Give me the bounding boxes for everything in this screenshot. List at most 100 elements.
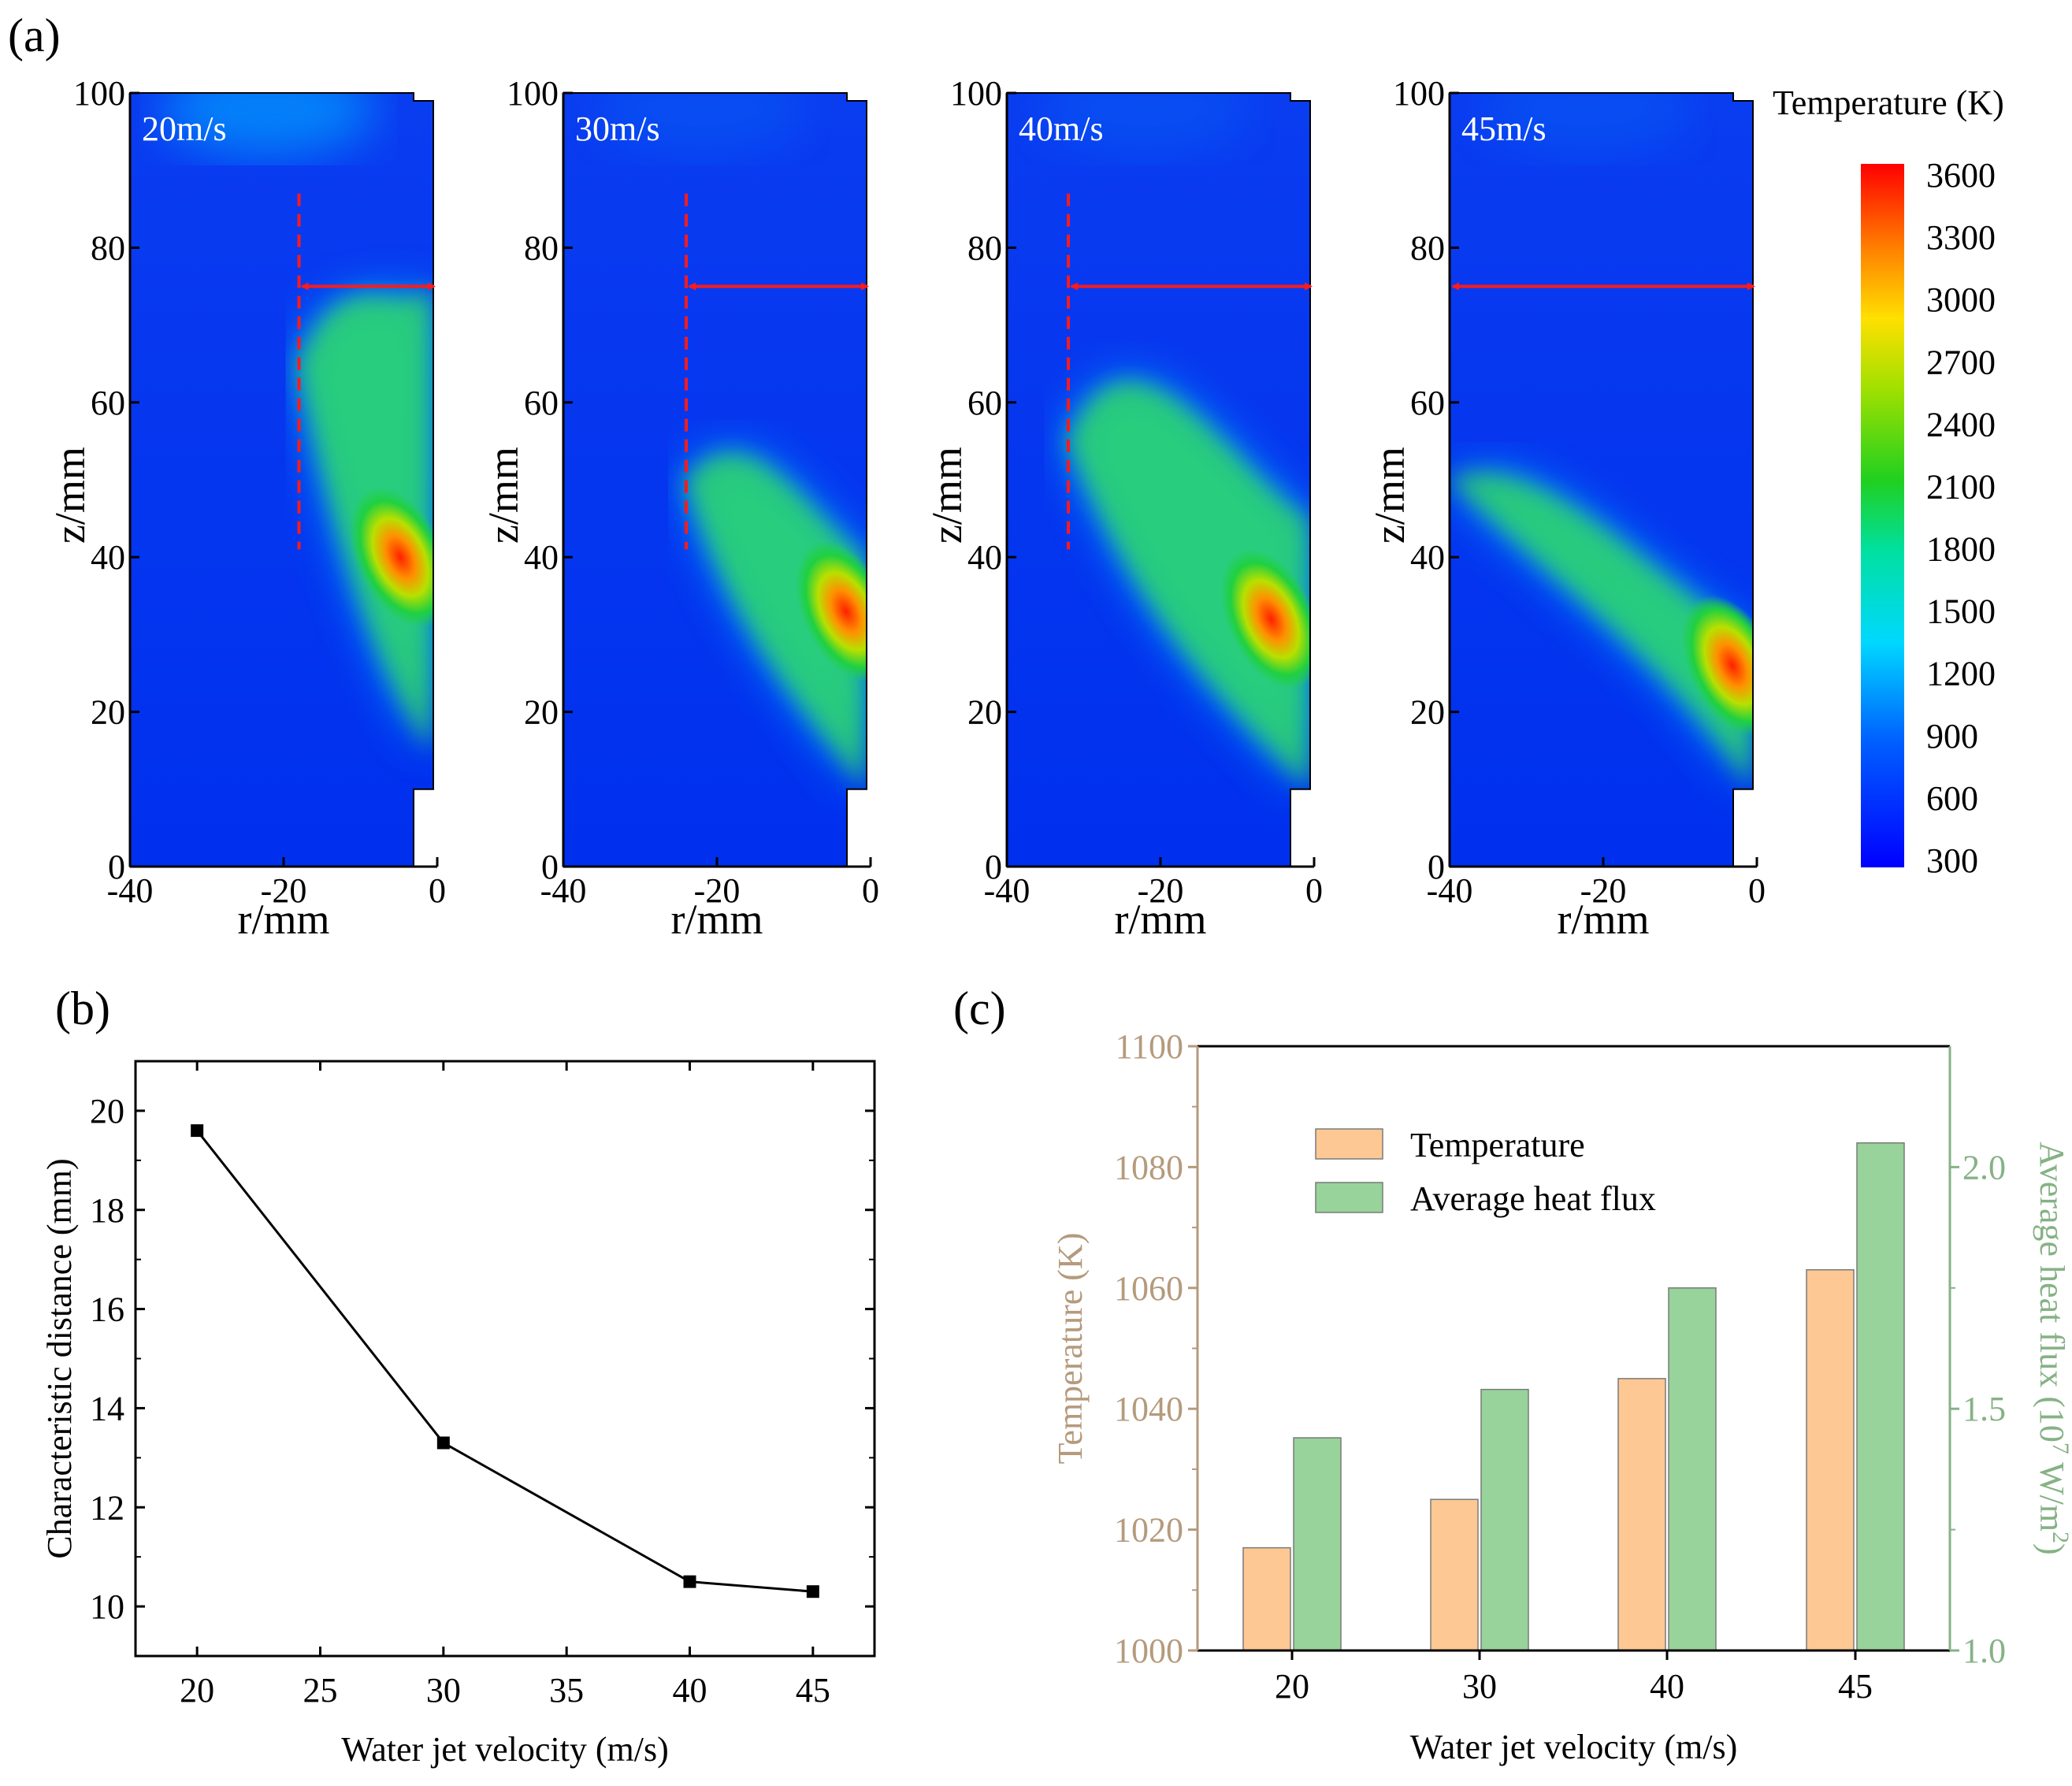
colorbar-tick-label: 300 bbox=[1926, 841, 1978, 880]
velocity-label: 30m/s bbox=[575, 110, 660, 148]
chart-b-xlabel: Water jet velocity (m/s) bbox=[341, 1730, 669, 1769]
colorbar: Temperature (K) 3600 3300 3000 2700 2400 2100… bbox=[1773, 84, 2004, 880]
chart-c-right-tick: 1.0 bbox=[1962, 1632, 2006, 1670]
r-axis-label: r/mm bbox=[1558, 896, 1650, 943]
chart-b-point bbox=[683, 1575, 696, 1588]
chart-b-x-tick: 35 bbox=[549, 1671, 584, 1710]
contour-axes-3: 0 20 40 60 80 100 -40 -20 0 r/mm z/mm bbox=[1366, 74, 1766, 943]
chart-b-y-tick: 12 bbox=[90, 1488, 124, 1527]
velocity-label: 40m/s bbox=[1019, 110, 1104, 148]
r-tick-label: -20 bbox=[694, 871, 741, 910]
chart-b-ylabel: Characteristic distance (mm) bbox=[40, 1158, 79, 1558]
z-tick-label: 100 bbox=[73, 74, 125, 113]
z-axis-label: z/mm bbox=[480, 447, 527, 544]
colorbar-tick-label: 2700 bbox=[1926, 343, 1996, 381]
z-axis-label: z/mm bbox=[923, 447, 971, 544]
z-tick-label: 100 bbox=[507, 74, 559, 113]
chart-c-left-tick: 1060 bbox=[1114, 1269, 1183, 1308]
chart-c: 20 30 40 45 1000 1020 1040 1060 1080 1100 1.0 1.5 2.… bbox=[1051, 1027, 2072, 1766]
colorbar-tick-label: 900 bbox=[1926, 717, 1978, 756]
chart-b-x-tick: 30 bbox=[426, 1671, 461, 1710]
z-tick-label: 0 bbox=[985, 848, 1002, 886]
panel-label-a: (a) bbox=[8, 9, 61, 61]
colorbar-tick-label: 1200 bbox=[1926, 655, 1996, 693]
z-tick-label: 60 bbox=[1410, 384, 1445, 422]
chart-b-y-tick: 16 bbox=[90, 1290, 124, 1329]
r-tick-label: -40 bbox=[1427, 871, 1473, 910]
panel-label-c: (c) bbox=[953, 982, 1006, 1034]
colorbar-tick-label: 2400 bbox=[1926, 405, 1996, 444]
z-tick-label: 100 bbox=[950, 74, 1002, 113]
contour-panel-0: 0 20 40 60 80 100 -40 -20 0 r/mm z/mm 20m/s bbox=[46, 74, 446, 943]
r-tick-label: 0 bbox=[429, 871, 446, 910]
r-tick-label: -40 bbox=[984, 871, 1030, 910]
r-axis-label: r/mm bbox=[1115, 896, 1207, 943]
r-tick-label: 0 bbox=[1305, 871, 1323, 910]
r-axis-label: r/mm bbox=[238, 896, 330, 943]
chart-c-left-tick: 1080 bbox=[1114, 1148, 1183, 1186]
contour-axes-2: 0 20 40 60 80 100 -40 -20 0 r/mm z/mm bbox=[923, 74, 1323, 943]
chart-b-x-tick: 45 bbox=[796, 1671, 830, 1710]
z-tick-label: 80 bbox=[1410, 228, 1445, 267]
contour-panels: 0 20 40 60 80 100 -40 -20 0 r/mm z/mm 20m/s 0 20 40 60 8… bbox=[46, 74, 1766, 943]
r-tick-label: -20 bbox=[1580, 871, 1627, 910]
chart-c-ylabel-left: Temperature (K) bbox=[1051, 1233, 1090, 1465]
chart-b-x-tick: 25 bbox=[303, 1671, 338, 1710]
z-tick-label: 0 bbox=[1428, 848, 1445, 886]
chart-b-frame bbox=[134, 1060, 876, 1658]
z-tick-label: 20 bbox=[967, 693, 1002, 732]
velocity-label: 20m/s bbox=[142, 110, 227, 148]
chart-c-left-tick: 1100 bbox=[1116, 1027, 1183, 1066]
colorbar-tick-label: 600 bbox=[1926, 779, 1978, 818]
z-tick-label: 0 bbox=[541, 848, 559, 886]
z-axis-label: z/mm bbox=[1366, 447, 1413, 544]
chart-b-y-tick: 10 bbox=[90, 1587, 124, 1626]
colorbar-title: Temperature (K) bbox=[1773, 84, 2004, 122]
z-tick-label: 80 bbox=[91, 228, 125, 267]
r-tick-label: 0 bbox=[1748, 871, 1766, 910]
colorbar-tick-label: 3000 bbox=[1926, 280, 1996, 319]
chart-b-x-tick: 20 bbox=[180, 1671, 214, 1710]
z-tick-label: 20 bbox=[524, 693, 559, 732]
legend-label-heat-flux: Average heat flux bbox=[1410, 1179, 1656, 1218]
z-tick-label: 60 bbox=[91, 384, 125, 422]
panel-label-b: (b) bbox=[55, 982, 110, 1034]
chart-b-line bbox=[195, 1130, 813, 1593]
chart-b: 20 25 30 35 40 45 10 12 14 16 18 20 Water jet veloci… bbox=[40, 1060, 876, 1769]
contour-axes-1: 0 20 40 60 80 100 -40 -20 0 r/mm z/mm bbox=[480, 74, 879, 943]
z-tick-label: 20 bbox=[1410, 693, 1445, 732]
contour-axes-0: 0 20 40 60 80 100 -40 -20 0 r/mm z/mm bbox=[46, 74, 446, 943]
z-axis-label: z/mm bbox=[46, 447, 94, 544]
bar-temperature bbox=[1806, 1269, 1855, 1651]
legend-swatch-heat-flux bbox=[1315, 1182, 1383, 1213]
bar-heat-flux bbox=[1293, 1437, 1342, 1651]
z-tick-label: 80 bbox=[524, 228, 559, 267]
temperature-field bbox=[1450, 93, 1753, 867]
chart-c-right-tick: 1.5 bbox=[1962, 1390, 2006, 1428]
colorbar-tick-label: 2100 bbox=[1926, 467, 1996, 506]
z-tick-label: 40 bbox=[524, 538, 559, 577]
chart-b-point bbox=[806, 1585, 819, 1598]
z-tick-label: 40 bbox=[91, 538, 125, 577]
chart-c-left-tick: 1000 bbox=[1114, 1632, 1183, 1670]
colorbar-tick-label: 3600 bbox=[1926, 156, 1996, 195]
chart-c-left-tick: 1040 bbox=[1114, 1390, 1183, 1428]
z-tick-label: 100 bbox=[1393, 74, 1445, 113]
z-tick-label: 20 bbox=[91, 693, 125, 732]
chart-c-x-tick: 30 bbox=[1462, 1667, 1497, 1706]
bar-temperature bbox=[1242, 1547, 1291, 1651]
chart-c-x-tick: 40 bbox=[1650, 1667, 1684, 1706]
temperature-field bbox=[563, 93, 867, 867]
r-tick-label: -40 bbox=[540, 871, 587, 910]
colorbar-tick-label: 1800 bbox=[1926, 530, 1996, 569]
z-tick-label: 0 bbox=[108, 848, 125, 886]
bar-heat-flux bbox=[1480, 1388, 1529, 1651]
temperature-field bbox=[130, 93, 433, 867]
r-tick-label: 0 bbox=[862, 871, 879, 910]
colorbar-tick-label: 3300 bbox=[1926, 218, 1996, 257]
z-tick-label: 60 bbox=[524, 384, 559, 422]
colorbar-gradient bbox=[1861, 164, 1904, 867]
chart-b-point bbox=[191, 1124, 204, 1138]
chart-c-right-tick: 2.0 bbox=[1962, 1148, 2006, 1186]
z-tick-label: 80 bbox=[967, 228, 1002, 267]
